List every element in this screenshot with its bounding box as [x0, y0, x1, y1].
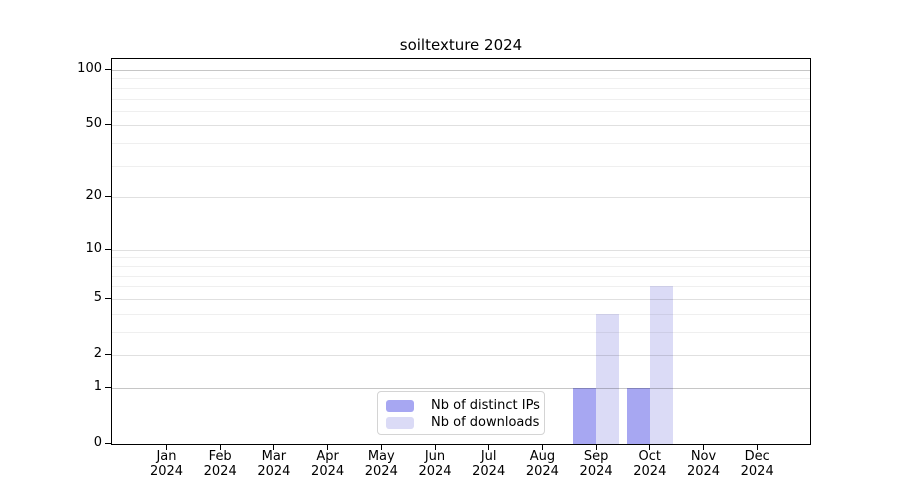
x-tick-mark: [327, 445, 329, 450]
legend-swatch: [386, 416, 414, 429]
y-tick-mark: [105, 124, 111, 125]
x-tick-year: 2024: [472, 464, 506, 479]
y-tick-mark: [105, 387, 111, 388]
gridline-minor: [112, 313, 810, 315]
gridline-minor: [112, 78, 810, 80]
gridline-major: [112, 298, 810, 300]
y-tick-mark: [105, 249, 111, 250]
legend-label: Nb of distinct IPs: [431, 398, 540, 413]
y-tick-label: 20: [85, 188, 102, 204]
y-tick-label: 10: [85, 240, 102, 256]
x-tick-month: Oct: [638, 449, 662, 464]
x-tick-mark: [219, 445, 221, 450]
x-tick-year: 2024: [149, 464, 184, 479]
gridline-minor: [112, 165, 810, 167]
x-tick-mark: [541, 445, 543, 450]
bar-downloads: [649, 286, 673, 444]
x-tick-year: 2024: [579, 464, 613, 479]
x-tick-mark: [756, 445, 758, 450]
x-tick-mark: [380, 445, 382, 450]
x-tick-year: 2024: [418, 464, 452, 479]
x-tick-month: May: [367, 449, 395, 464]
x-tick-label: Apr 2024: [296, 449, 360, 479]
y-tick-label: 50: [85, 116, 102, 132]
x-tick-label: Dec 2024: [725, 449, 789, 479]
x-tick-year: 2024: [203, 464, 237, 479]
gridline-major: [112, 197, 810, 199]
gridline-emphasized: [112, 387, 810, 389]
x-tick-month: Jul: [480, 449, 497, 464]
y-tick-mark: [105, 69, 111, 70]
gridline-minor: [112, 275, 810, 277]
x-tick-label: Nov 2024: [672, 449, 736, 479]
x-tick-mark: [166, 445, 167, 450]
y-tick-mark: [105, 443, 111, 444]
gridline-minor: [112, 110, 810, 112]
gridline-minor: [112, 265, 810, 267]
x-tick-month: Mar: [261, 449, 287, 464]
y-tick-mark: [105, 298, 111, 299]
gridline-minor: [112, 87, 810, 89]
y-tick-mark: [105, 354, 111, 355]
gridline-minor: [112, 98, 810, 100]
x-tick-month: Jan: [156, 449, 177, 464]
x-tick-label: Aug 2024: [510, 449, 574, 479]
x-tick-label: May 2024: [349, 449, 413, 479]
legend-entry: Nb of downloads: [378, 414, 544, 431]
gridline-emphasized: [112, 70, 810, 71]
x-tick-month: Feb: [208, 449, 232, 464]
x-tick-mark: [595, 445, 597, 450]
x-tick-month: Jun: [424, 449, 446, 464]
plot-area: Nb of distinct IPs Nb of downloads: [111, 58, 811, 445]
x-tick-label: Jul 2024: [457, 449, 521, 479]
legend: Nb of distinct IPs Nb of downloads: [377, 391, 545, 435]
y-tick-label: 2: [93, 346, 102, 361]
x-tick-year: 2024: [633, 464, 667, 479]
gridline-minor: [112, 143, 810, 145]
x-tick-label: Oct 2024: [618, 449, 682, 479]
x-tick-label: Mar 2024: [242, 449, 306, 479]
legend-label: Nb of downloads: [431, 415, 540, 430]
x-tick-label: Jun 2024: [403, 449, 467, 479]
x-tick-label: Feb 2024: [188, 449, 252, 479]
gridline-major: [112, 125, 810, 127]
bar-downloads: [596, 313, 620, 444]
x-tick-month: Apr: [316, 449, 339, 464]
x-tick-month: Aug: [529, 449, 556, 464]
gridline-minor: [112, 286, 810, 288]
x-tick-year: 2024: [311, 464, 345, 479]
x-tick-mark: [703, 445, 704, 450]
x-tick-year: 2024: [740, 464, 774, 479]
x-tick-month: Nov: [690, 449, 717, 464]
x-tick-mark: [649, 445, 651, 450]
legend-swatch: [386, 399, 414, 412]
x-tick-mark: [488, 445, 490, 450]
x-tick-month: Dec: [744, 449, 770, 464]
x-tick-month: Sep: [583, 449, 609, 464]
x-tick-label: Sep 2024: [564, 449, 628, 479]
x-tick-label: Jan 2024: [135, 449, 199, 479]
chart-title: soiltexture 2024: [399, 36, 523, 54]
bar-distinct-ips: [573, 387, 597, 444]
y-tick-label: 5: [93, 289, 102, 305]
x-tick-year: 2024: [686, 464, 721, 479]
x-tick-year: 2024: [257, 464, 291, 479]
y-tick-mark: [105, 196, 111, 197]
gridline-minor: [112, 331, 810, 333]
legend-entry: Nb of distinct IPs: [378, 397, 544, 414]
y-tick-label: 1: [93, 378, 102, 394]
gridline-minor: [112, 257, 810, 259]
y-tick-label: 100: [77, 61, 102, 76]
y-tick-label: 0: [93, 435, 102, 450]
gridline-major: [112, 355, 810, 356]
gridline-major: [112, 249, 810, 251]
x-tick-year: 2024: [525, 464, 559, 479]
x-tick-mark: [273, 445, 275, 450]
bar-distinct-ips: [626, 387, 650, 444]
x-tick-year: 2024: [364, 464, 398, 479]
x-tick-mark: [434, 445, 436, 450]
